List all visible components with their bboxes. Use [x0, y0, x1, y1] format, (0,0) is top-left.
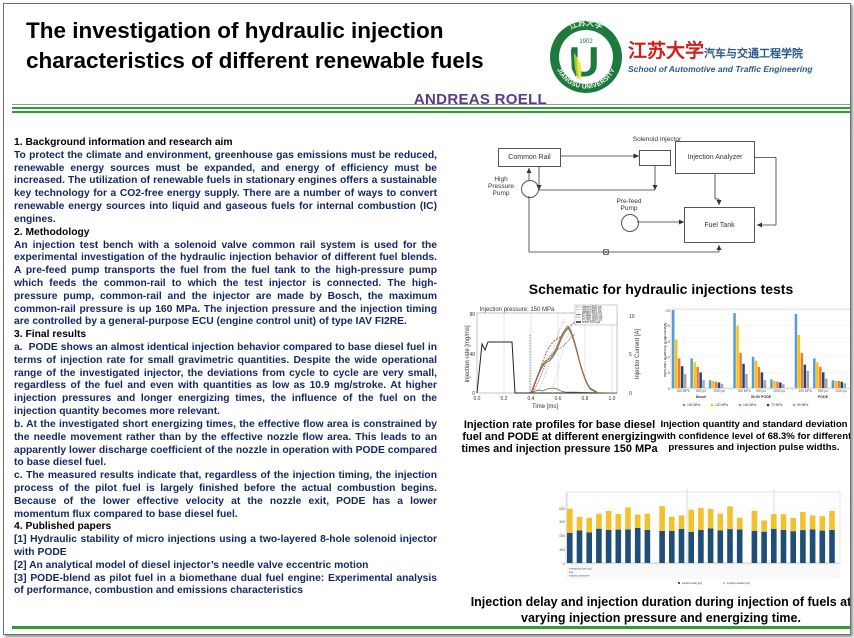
svg-text:Injector Current [A]: Injector Current [A] [635, 328, 641, 379]
svg-text:150 MPa: 150 MPa [676, 389, 689, 393]
svg-text:Injection rate [mg/ms]: Injection rate [mg/ms] [465, 325, 471, 383]
svg-text:50:50 PODE: 50:50 PODE [751, 395, 772, 399]
svg-text:10: 10 [629, 314, 635, 320]
svg-text:160 MPa: 160 MPa [743, 403, 756, 407]
svg-text:150 MPa: 150 MPa [687, 403, 700, 407]
svg-text:injection pressure: injection pressure [569, 574, 590, 578]
svg-text:600 µs: 600 µs [696, 389, 706, 393]
svg-text:PODE: PODE [818, 395, 829, 399]
svg-text:5: 5 [629, 352, 632, 358]
svg-text:energizing time [µs]: energizing time [µs] [569, 567, 592, 571]
svg-text:injection delay [µs]: injection delay [µs] [682, 582, 702, 585]
svg-text:0.4: 0.4 [528, 396, 535, 402]
svg-text:0.6: 0.6 [555, 396, 562, 402]
svg-text:500: 500 [559, 548, 565, 552]
svg-text:injection duration [µs]: injection duration [µs] [727, 582, 750, 585]
svg-text:5: 5 [668, 370, 671, 375]
svg-text:0: 0 [563, 562, 565, 566]
svg-text:Diesel: Diesel [696, 395, 707, 399]
svg-text:70 MPa: 70 MPa [771, 403, 783, 407]
svg-text:0.2: 0.2 [501, 396, 508, 402]
svg-text:1000: 1000 [559, 534, 565, 538]
svg-text:0: 0 [668, 386, 671, 391]
svg-text:600 µs: 600 µs [818, 389, 828, 393]
svg-text:Time [ms]: Time [ms] [532, 404, 558, 410]
svg-text:Injection quantity [mg/stroke]: Injection quantity [mg/stroke] [664, 323, 667, 378]
svg-text:0.0: 0.0 [474, 396, 481, 402]
svg-text:150 MPa: 150 MPa [798, 389, 811, 393]
svg-text:1000 µs: 1000 µs [835, 389, 847, 393]
svg-text:150 MPa: 150 MPa [737, 389, 750, 393]
svg-text:fuel: fuel [569, 570, 574, 574]
svg-text:1000 µs: 1000 µs [773, 389, 785, 393]
svg-text:1500: 1500 [559, 520, 565, 524]
svg-text:Injection pressure: 150 MPa: Injection pressure: 150 MPa [480, 307, 555, 313]
svg-text:0: 0 [629, 391, 632, 397]
svg-text:25: 25 [666, 308, 671, 313]
svg-text:1.0: 1.0 [609, 396, 616, 402]
svg-text:80: 80 [469, 312, 475, 318]
svg-text:lever 500 µs: lever 500 µs [582, 320, 600, 324]
svg-text:600 µs: 600 µs [756, 389, 766, 393]
svg-text:2000: 2000 [559, 507, 565, 511]
svg-text:50 MPa: 50 MPa [797, 403, 809, 407]
svg-text:0.8: 0.8 [582, 396, 589, 402]
svg-text:1000 µs: 1000 µs [713, 389, 725, 393]
svg-text:120 MPa: 120 MPa [715, 403, 728, 407]
